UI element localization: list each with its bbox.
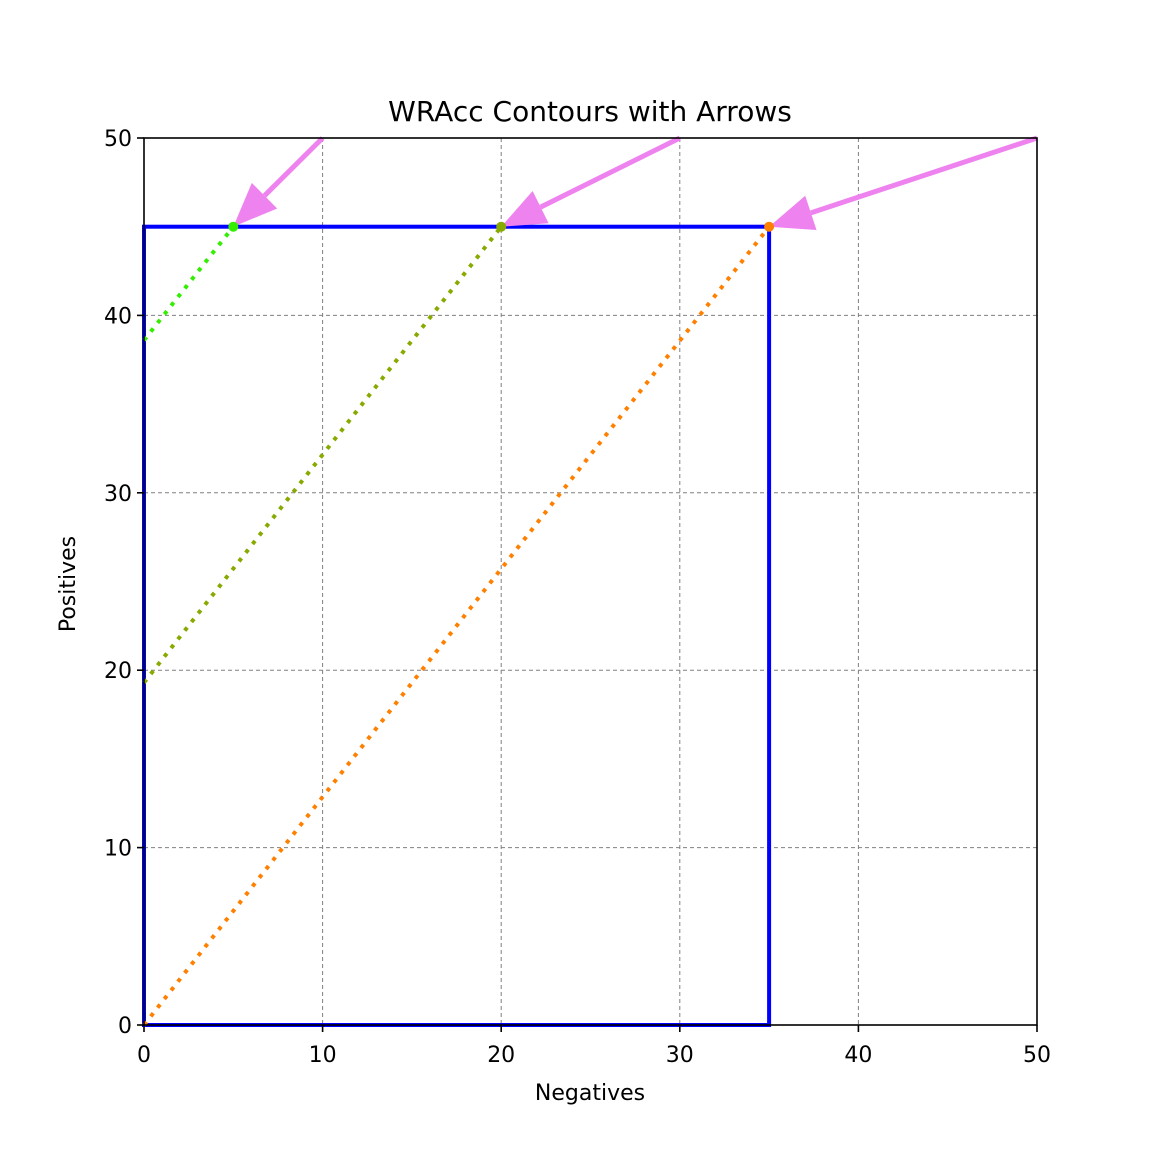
y-tick-label-1: 10	[104, 837, 132, 862]
x-tick-label-5: 50	[1023, 1043, 1051, 1068]
y-axis-label: Positives	[56, 536, 81, 632]
arrow-shaft-1	[539, 135, 681, 210]
point-1	[496, 221, 507, 232]
arrow-shaft-0	[262, 136, 325, 198]
arrow-head-2	[769, 195, 817, 230]
x-axis-label: Negatives	[535, 1081, 645, 1106]
contour-line-1	[142, 225, 503, 684]
y-tick-label-5: 50	[104, 127, 132, 152]
y-tick-label-0: 0	[118, 1014, 132, 1039]
x-tick-label-2: 20	[487, 1043, 515, 1068]
grid	[144, 138, 1037, 1025]
x-tick-label-3: 30	[666, 1043, 694, 1068]
plot-frame	[143, 137, 1038, 1026]
arrow-head-0	[233, 182, 278, 227]
contour-line-0	[142, 225, 235, 342]
x-tick-label-4: 40	[844, 1043, 872, 1068]
point-2	[764, 221, 775, 232]
y-tick-label-3: 30	[104, 482, 132, 507]
contour-line-2	[142, 225, 771, 1027]
chart-title: WRAcc Contours with Arrows	[388, 95, 792, 128]
y-tick-label-4: 40	[104, 304, 132, 329]
point-0	[228, 221, 239, 232]
arrow-shaft-2	[810, 135, 1038, 216]
y-tick-label-2: 20	[104, 659, 132, 684]
x-tick-label-1: 10	[309, 1043, 337, 1068]
x-tick-label-0: 0	[137, 1043, 151, 1068]
axis-ticks: 0 10 20 30 40 50 0 10 20 30 40 50	[104, 127, 1051, 1068]
arrow-head-1	[501, 191, 549, 227]
